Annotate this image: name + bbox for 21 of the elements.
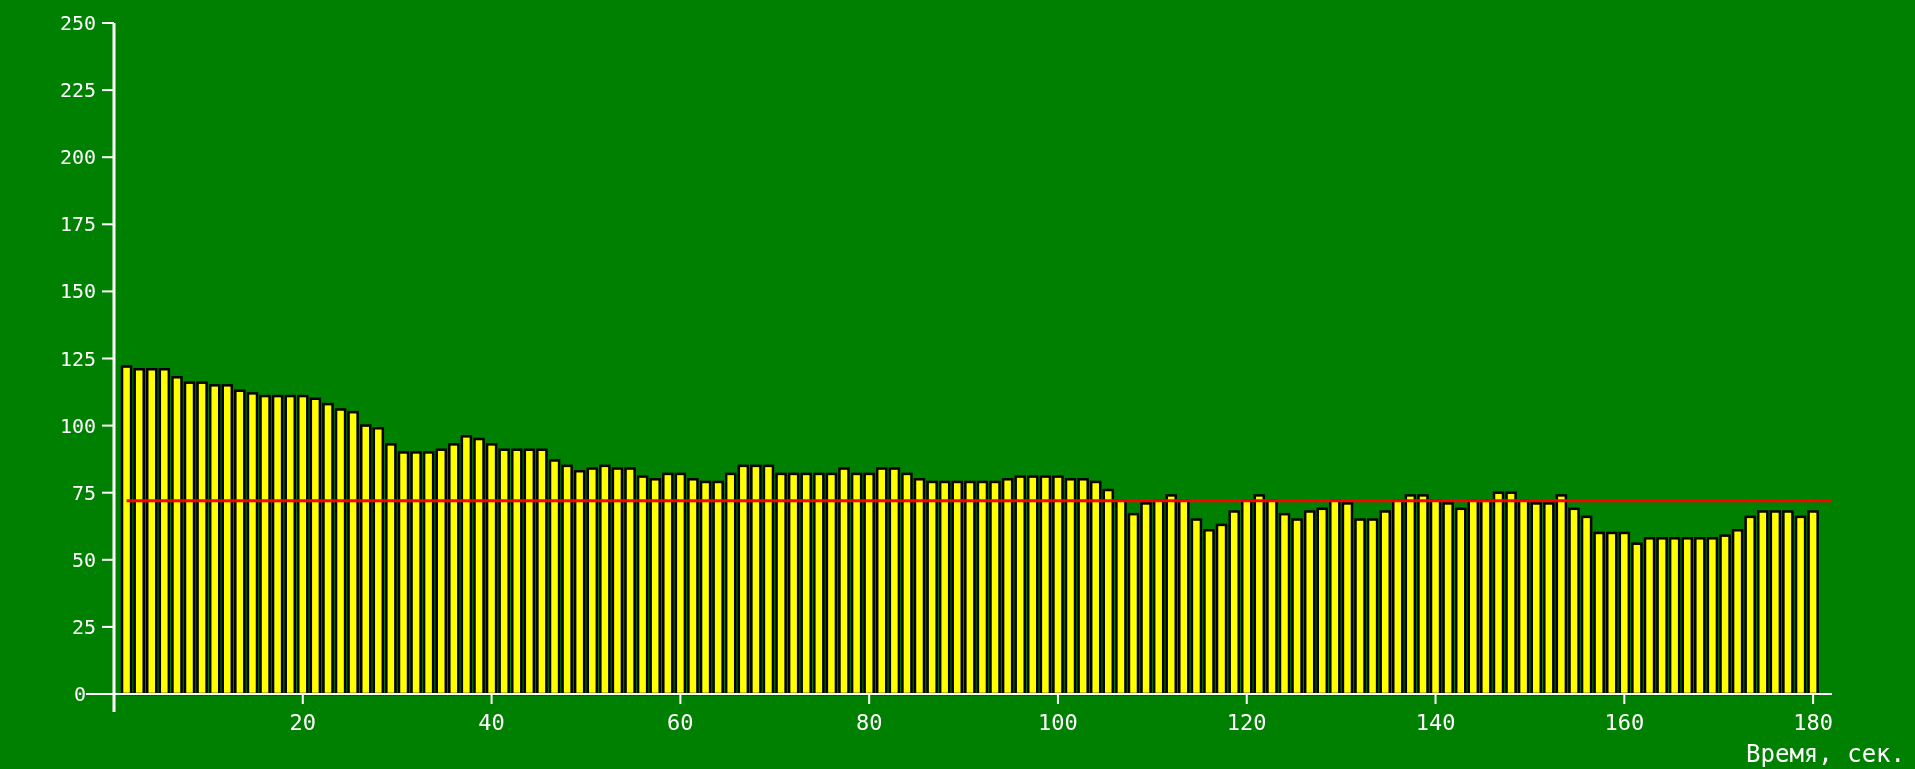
- y-tick-label: 50: [71, 547, 96, 572]
- x-axis-title: Время, сек.: [1746, 740, 1905, 768]
- x-tick-label: 160: [1604, 710, 1645, 735]
- y-tick-label: 100: [59, 413, 96, 438]
- y-tick-label: 225: [59, 78, 96, 103]
- x-tick-label: 100: [1038, 710, 1078, 735]
- x-tick-label: 80: [855, 710, 883, 735]
- x-tick-label: 120: [1226, 710, 1267, 735]
- x-tick-label: 140: [1415, 710, 1456, 735]
- y-tick-label: 125: [59, 346, 96, 371]
- y-tick-label: 25: [71, 614, 96, 639]
- x-tick-label: 60: [667, 710, 694, 735]
- y-tick-label: 250: [59, 11, 96, 35]
- x-tick-label: 180: [1793, 710, 1833, 735]
- y-tick-label: 0: [73, 682, 86, 706]
- y-tick-label: 150: [59, 279, 96, 304]
- y-tick-label: 200: [59, 145, 96, 170]
- x-tick-label: 40: [478, 710, 505, 735]
- y-tick-label: 175: [59, 212, 96, 237]
- y-tick-label: 75: [71, 480, 96, 505]
- x-tick-label: 20: [289, 710, 317, 735]
